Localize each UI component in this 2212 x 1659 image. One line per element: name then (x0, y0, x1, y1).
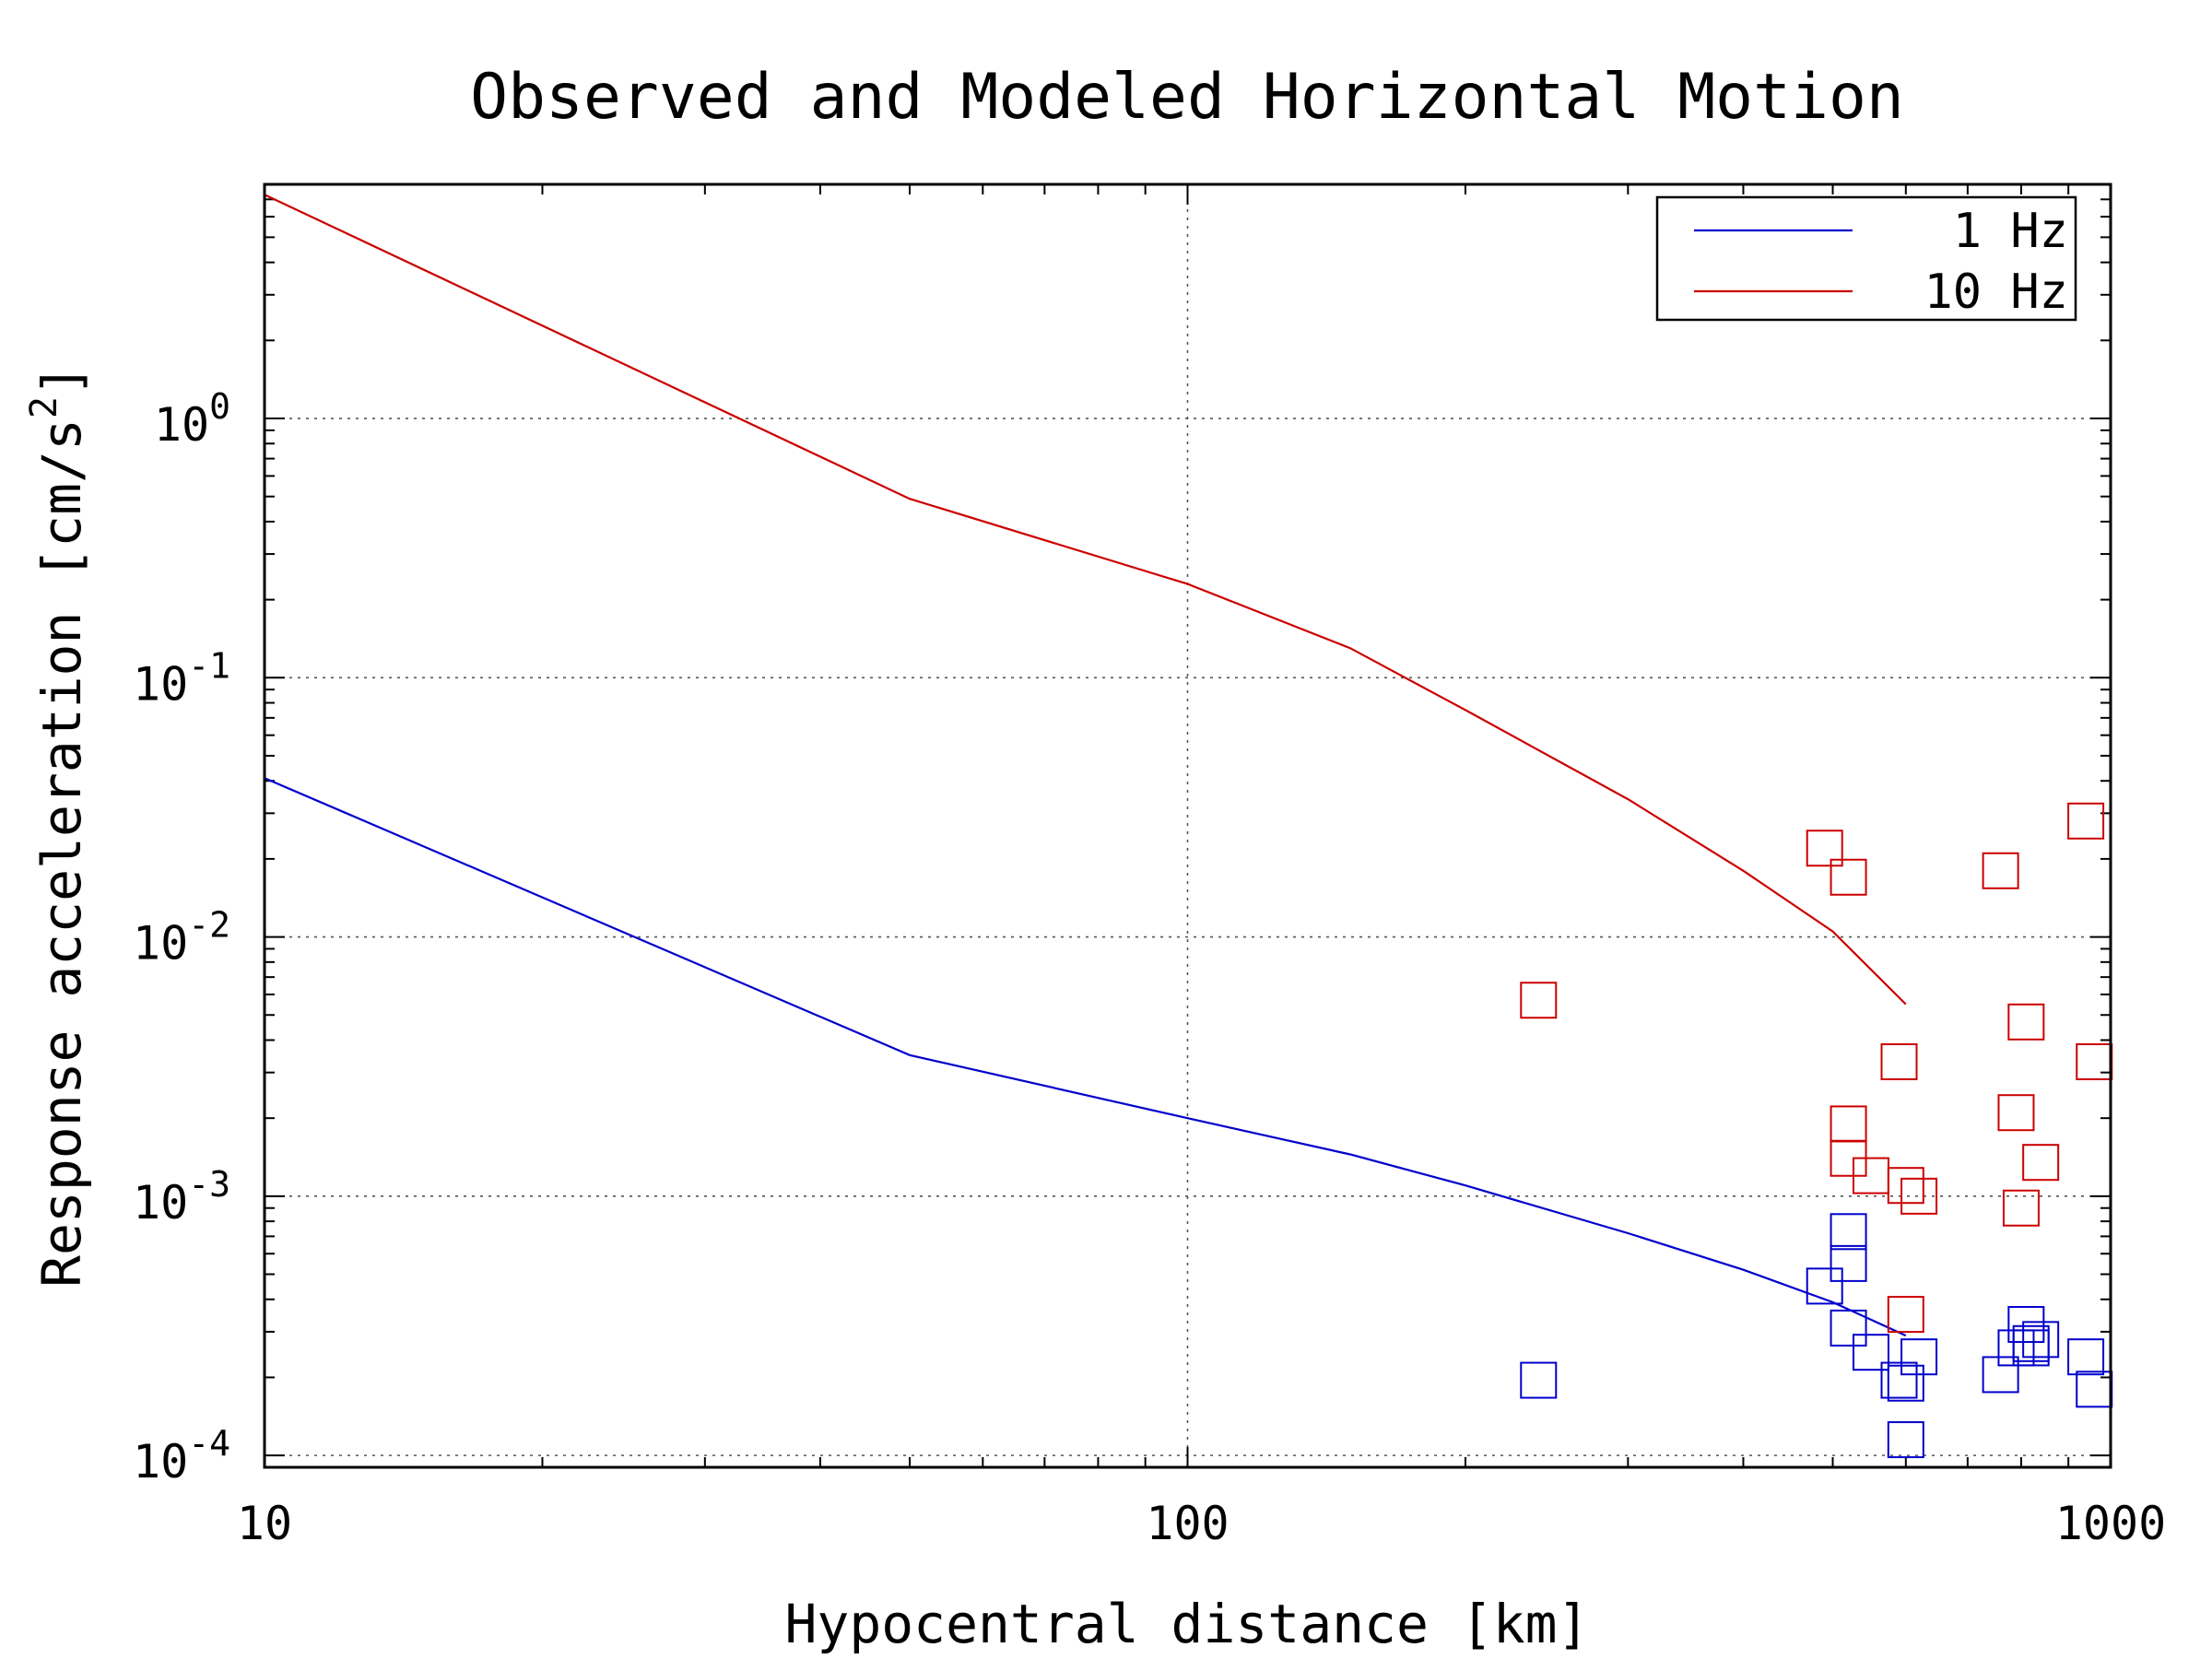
observed-point-2 (1887, 1296, 1924, 1334)
legend: 1 Hz 10 Hz (1655, 195, 2077, 322)
y-axis-label: Response acceleration [cm/s2] (23, 364, 93, 1288)
observed-point-2 (1520, 982, 1558, 1019)
observed-point-2 (1806, 830, 1843, 867)
legend-label: 1 Hz (1953, 204, 2068, 259)
chart-title: Observed and Modeled Horizontal Motion (470, 61, 1904, 134)
plot-frame (263, 182, 2112, 1469)
observed-point-1 (1520, 1361, 1558, 1399)
observed-point-1 (2067, 1338, 2105, 1376)
observed-point-1 (1830, 1309, 1867, 1347)
y-axis-label-superscript: 2 (23, 396, 65, 418)
observed-point-2 (2067, 802, 2105, 840)
observed-point-2 (2002, 1189, 2040, 1227)
y-axis-label-close: ] (30, 364, 93, 396)
y-tick-label: 10-2 (133, 905, 230, 971)
observed-point-1 (1887, 1421, 1924, 1459)
y-tick-label: 10-3 (133, 1164, 230, 1230)
x-tick-labels: 10 100 1000 (237, 1497, 2166, 1550)
observed-point-1 (1806, 1267, 1843, 1305)
observed-point-2 (2022, 1144, 2060, 1182)
x-tick-label: 1000 (2055, 1497, 2166, 1550)
observed-point-2 (1900, 1177, 1938, 1215)
observed-point-1 (2012, 1324, 2050, 1362)
observed-point-1 (2022, 1321, 2060, 1359)
observed-point-1 (1830, 1244, 1867, 1282)
y-tick-label: 10-1 (133, 645, 230, 711)
observed-point-1 (2007, 1306, 2045, 1344)
observed-point-1 (1830, 1213, 1867, 1251)
legend-label: 10 Hz (1924, 265, 2068, 320)
series-layer (264, 194, 2113, 1459)
x-tick-label: 100 (1146, 1497, 1229, 1550)
series-line-2 (264, 194, 1907, 1006)
legend-box (1655, 195, 2077, 322)
x-axis-label: Hypocentral distance [km] (785, 1593, 1590, 1655)
observed-point-2 (1982, 852, 2019, 889)
observed-point-1 (1880, 1361, 1918, 1399)
series-line-1 (264, 777, 1907, 1337)
observed-point-2 (1830, 858, 1867, 896)
observed-point-1 (1887, 1364, 1924, 1402)
observed-point-2 (2007, 1003, 2045, 1041)
axis-ticks (264, 183, 2111, 1468)
y-tick-label: 100 (154, 386, 230, 452)
observed-point-1 (1852, 1334, 1889, 1371)
observed-point-2 (1880, 1043, 1918, 1081)
observed-point-2 (1997, 1094, 2035, 1132)
y-tick-labels: 100 10-1 10-2 10-3 10-4 (133, 386, 230, 1488)
observed-point-2 (1887, 1167, 1924, 1205)
observed-point-1 (1900, 1338, 1938, 1376)
y-tick-label: 10-4 (133, 1423, 230, 1488)
x-tick-label: 10 (237, 1497, 292, 1550)
observed-point-1 (1982, 1356, 2019, 1394)
y-axis-label-main: Response acceleration [cm/s (30, 418, 93, 1288)
